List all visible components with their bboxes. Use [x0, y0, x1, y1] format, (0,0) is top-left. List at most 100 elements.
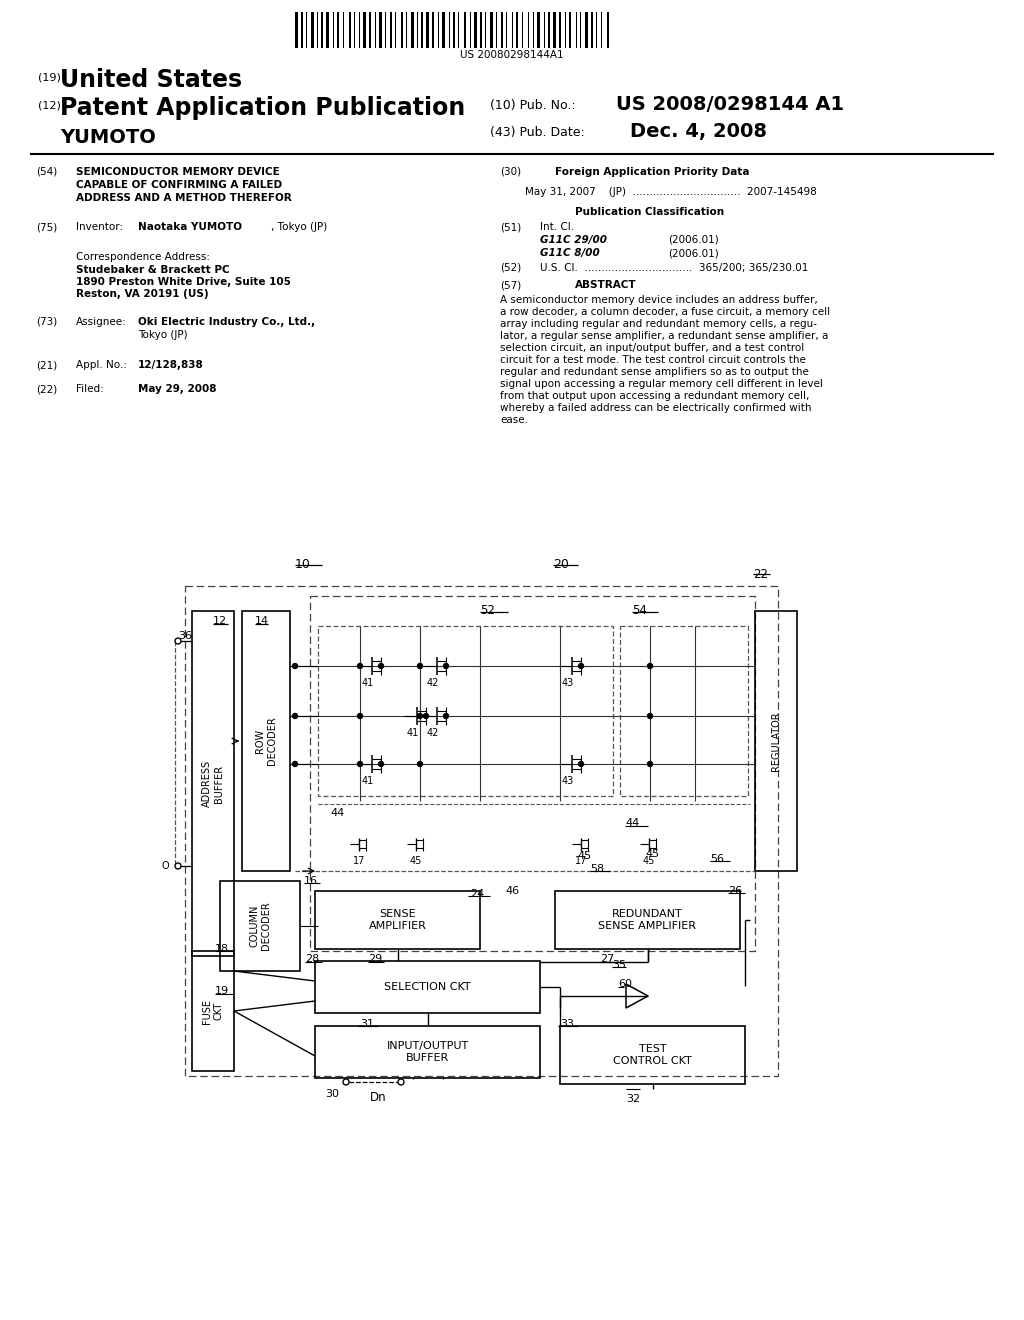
Text: 46: 46	[505, 886, 519, 896]
Text: Tokyo (JP): Tokyo (JP)	[138, 330, 187, 341]
Circle shape	[357, 714, 362, 718]
Text: selection circuit, an input/output buffer, and a test control: selection circuit, an input/output buffe…	[500, 343, 804, 352]
Text: (21): (21)	[36, 360, 57, 370]
Text: ADDRESS
BUFFER: ADDRESS BUFFER	[202, 760, 224, 807]
Circle shape	[357, 664, 362, 668]
Text: (54): (54)	[36, 168, 57, 177]
Text: SELECTION CKT: SELECTION CKT	[384, 982, 471, 993]
Text: 45: 45	[643, 855, 655, 866]
Text: FUSE
CKT: FUSE CKT	[202, 998, 224, 1023]
Circle shape	[398, 1078, 404, 1085]
Text: 36: 36	[178, 631, 193, 642]
Text: 29: 29	[368, 954, 382, 964]
Text: 45: 45	[577, 851, 591, 861]
Text: from that output upon accessing a redundant memory cell,: from that output upon accessing a redund…	[500, 391, 809, 401]
Text: 44: 44	[625, 818, 639, 828]
Circle shape	[647, 762, 652, 767]
Text: May 31, 2007    (JP)  ................................  2007-145498: May 31, 2007 (JP) ......................…	[525, 187, 817, 197]
Text: (75): (75)	[36, 222, 57, 232]
Bar	[311, 12, 314, 48]
Text: 43: 43	[562, 678, 574, 688]
Text: US 2008/0298144 A1: US 2008/0298144 A1	[616, 95, 844, 114]
Bar	[464, 12, 466, 48]
Text: 12: 12	[213, 616, 227, 626]
Bar	[560, 1026, 745, 1084]
Bar	[480, 12, 482, 48]
Text: 52: 52	[480, 605, 495, 616]
Text: Studebaker & Brackett PC: Studebaker & Brackett PC	[76, 265, 229, 275]
Text: 22: 22	[753, 568, 768, 581]
Text: 60: 60	[618, 979, 632, 989]
Bar	[426, 12, 429, 48]
Text: Filed:: Filed:	[76, 384, 103, 393]
Bar	[553, 12, 556, 48]
Bar	[369, 12, 371, 48]
Text: 28: 28	[305, 954, 319, 964]
Bar	[379, 12, 382, 48]
Text: (19): (19)	[38, 73, 60, 82]
Text: Appl. No.:: Appl. No.:	[76, 360, 127, 370]
Circle shape	[647, 664, 652, 668]
Text: 24: 24	[470, 888, 484, 899]
Bar	[301, 12, 303, 48]
Bar	[242, 611, 290, 871]
Bar	[337, 12, 339, 48]
Bar	[442, 12, 445, 48]
Text: May 29, 2008: May 29, 2008	[138, 384, 216, 393]
Text: SEMICONDUCTOR MEMORY DEVICE: SEMICONDUCTOR MEMORY DEVICE	[76, 168, 280, 177]
Text: YUMOTO: YUMOTO	[60, 128, 156, 147]
Bar	[315, 961, 540, 1012]
Text: circuit for a test mode. The test control circuit controls the: circuit for a test mode. The test contro…	[500, 355, 806, 366]
Circle shape	[418, 664, 423, 668]
Text: 10: 10	[295, 558, 311, 572]
Text: U.S. Cl.  ................................  365/200; 365/230.01: U.S. Cl. ...............................…	[540, 263, 808, 273]
Text: lator, a regular sense amplifier, a redundant sense amplifier, a: lator, a regular sense amplifier, a redu…	[500, 331, 828, 341]
Bar	[220, 880, 300, 972]
Text: 20: 20	[553, 558, 569, 572]
Text: O: O	[162, 861, 170, 871]
Bar	[362, 12, 366, 48]
Text: Inventor:: Inventor:	[76, 222, 123, 232]
Circle shape	[357, 762, 362, 767]
Text: 1890 Preston White Drive, Suite 105: 1890 Preston White Drive, Suite 105	[76, 277, 291, 286]
Text: (22): (22)	[36, 384, 57, 393]
Text: 58: 58	[590, 865, 604, 874]
Text: 41: 41	[407, 729, 419, 738]
Bar	[310, 597, 755, 950]
Text: regular and redundant sense amplifiers so as to output the: regular and redundant sense amplifiers s…	[500, 367, 809, 378]
Bar	[569, 12, 571, 48]
Text: INPUT/OUTPUT
BUFFER: INPUT/OUTPUT BUFFER	[386, 1041, 469, 1063]
Bar	[607, 12, 609, 48]
Text: CAPABLE OF CONFIRMING A FAILED: CAPABLE OF CONFIRMING A FAILED	[76, 180, 283, 190]
Text: A semiconductor memory device includes an address buffer,: A semiconductor memory device includes a…	[500, 294, 818, 305]
Text: 30: 30	[325, 1089, 339, 1100]
Text: REGULATOR: REGULATOR	[771, 711, 781, 771]
Text: 31: 31	[360, 1019, 374, 1030]
Text: 45: 45	[645, 849, 659, 859]
Text: G11C 29/00: G11C 29/00	[540, 235, 607, 246]
Circle shape	[443, 714, 449, 718]
Text: (52): (52)	[500, 263, 521, 273]
Text: 33: 33	[560, 1019, 574, 1030]
Text: United States: United States	[60, 69, 242, 92]
Text: signal upon accessing a regular memory cell different in level: signal upon accessing a regular memory c…	[500, 379, 823, 389]
Text: (57): (57)	[500, 280, 521, 290]
Text: 54: 54	[632, 605, 647, 616]
Text: US 20080298144A1: US 20080298144A1	[460, 50, 564, 59]
Text: ADDRESS AND A METHOD THEREFOR: ADDRESS AND A METHOD THEREFOR	[76, 193, 292, 203]
Text: (2006.01): (2006.01)	[668, 235, 719, 246]
Text: a row decoder, a column decoder, a fuse circuit, a memory cell: a row decoder, a column decoder, a fuse …	[500, 308, 830, 317]
Bar	[193, 611, 234, 956]
Bar	[193, 950, 234, 1071]
Text: (12): (12)	[38, 100, 60, 110]
Text: 43: 43	[562, 776, 574, 785]
Bar	[390, 12, 392, 48]
Text: Correspondence Address:: Correspondence Address:	[76, 252, 210, 261]
Text: array including regular and redundant memory cells, a regu-: array including regular and redundant me…	[500, 319, 817, 329]
Text: REDUNDANT
SENSE AMPLIFIER: REDUNDANT SENSE AMPLIFIER	[598, 909, 696, 931]
Text: 27: 27	[600, 954, 614, 964]
Bar	[295, 12, 298, 48]
Text: 56: 56	[710, 854, 724, 865]
Circle shape	[579, 664, 584, 668]
Bar	[548, 12, 550, 48]
